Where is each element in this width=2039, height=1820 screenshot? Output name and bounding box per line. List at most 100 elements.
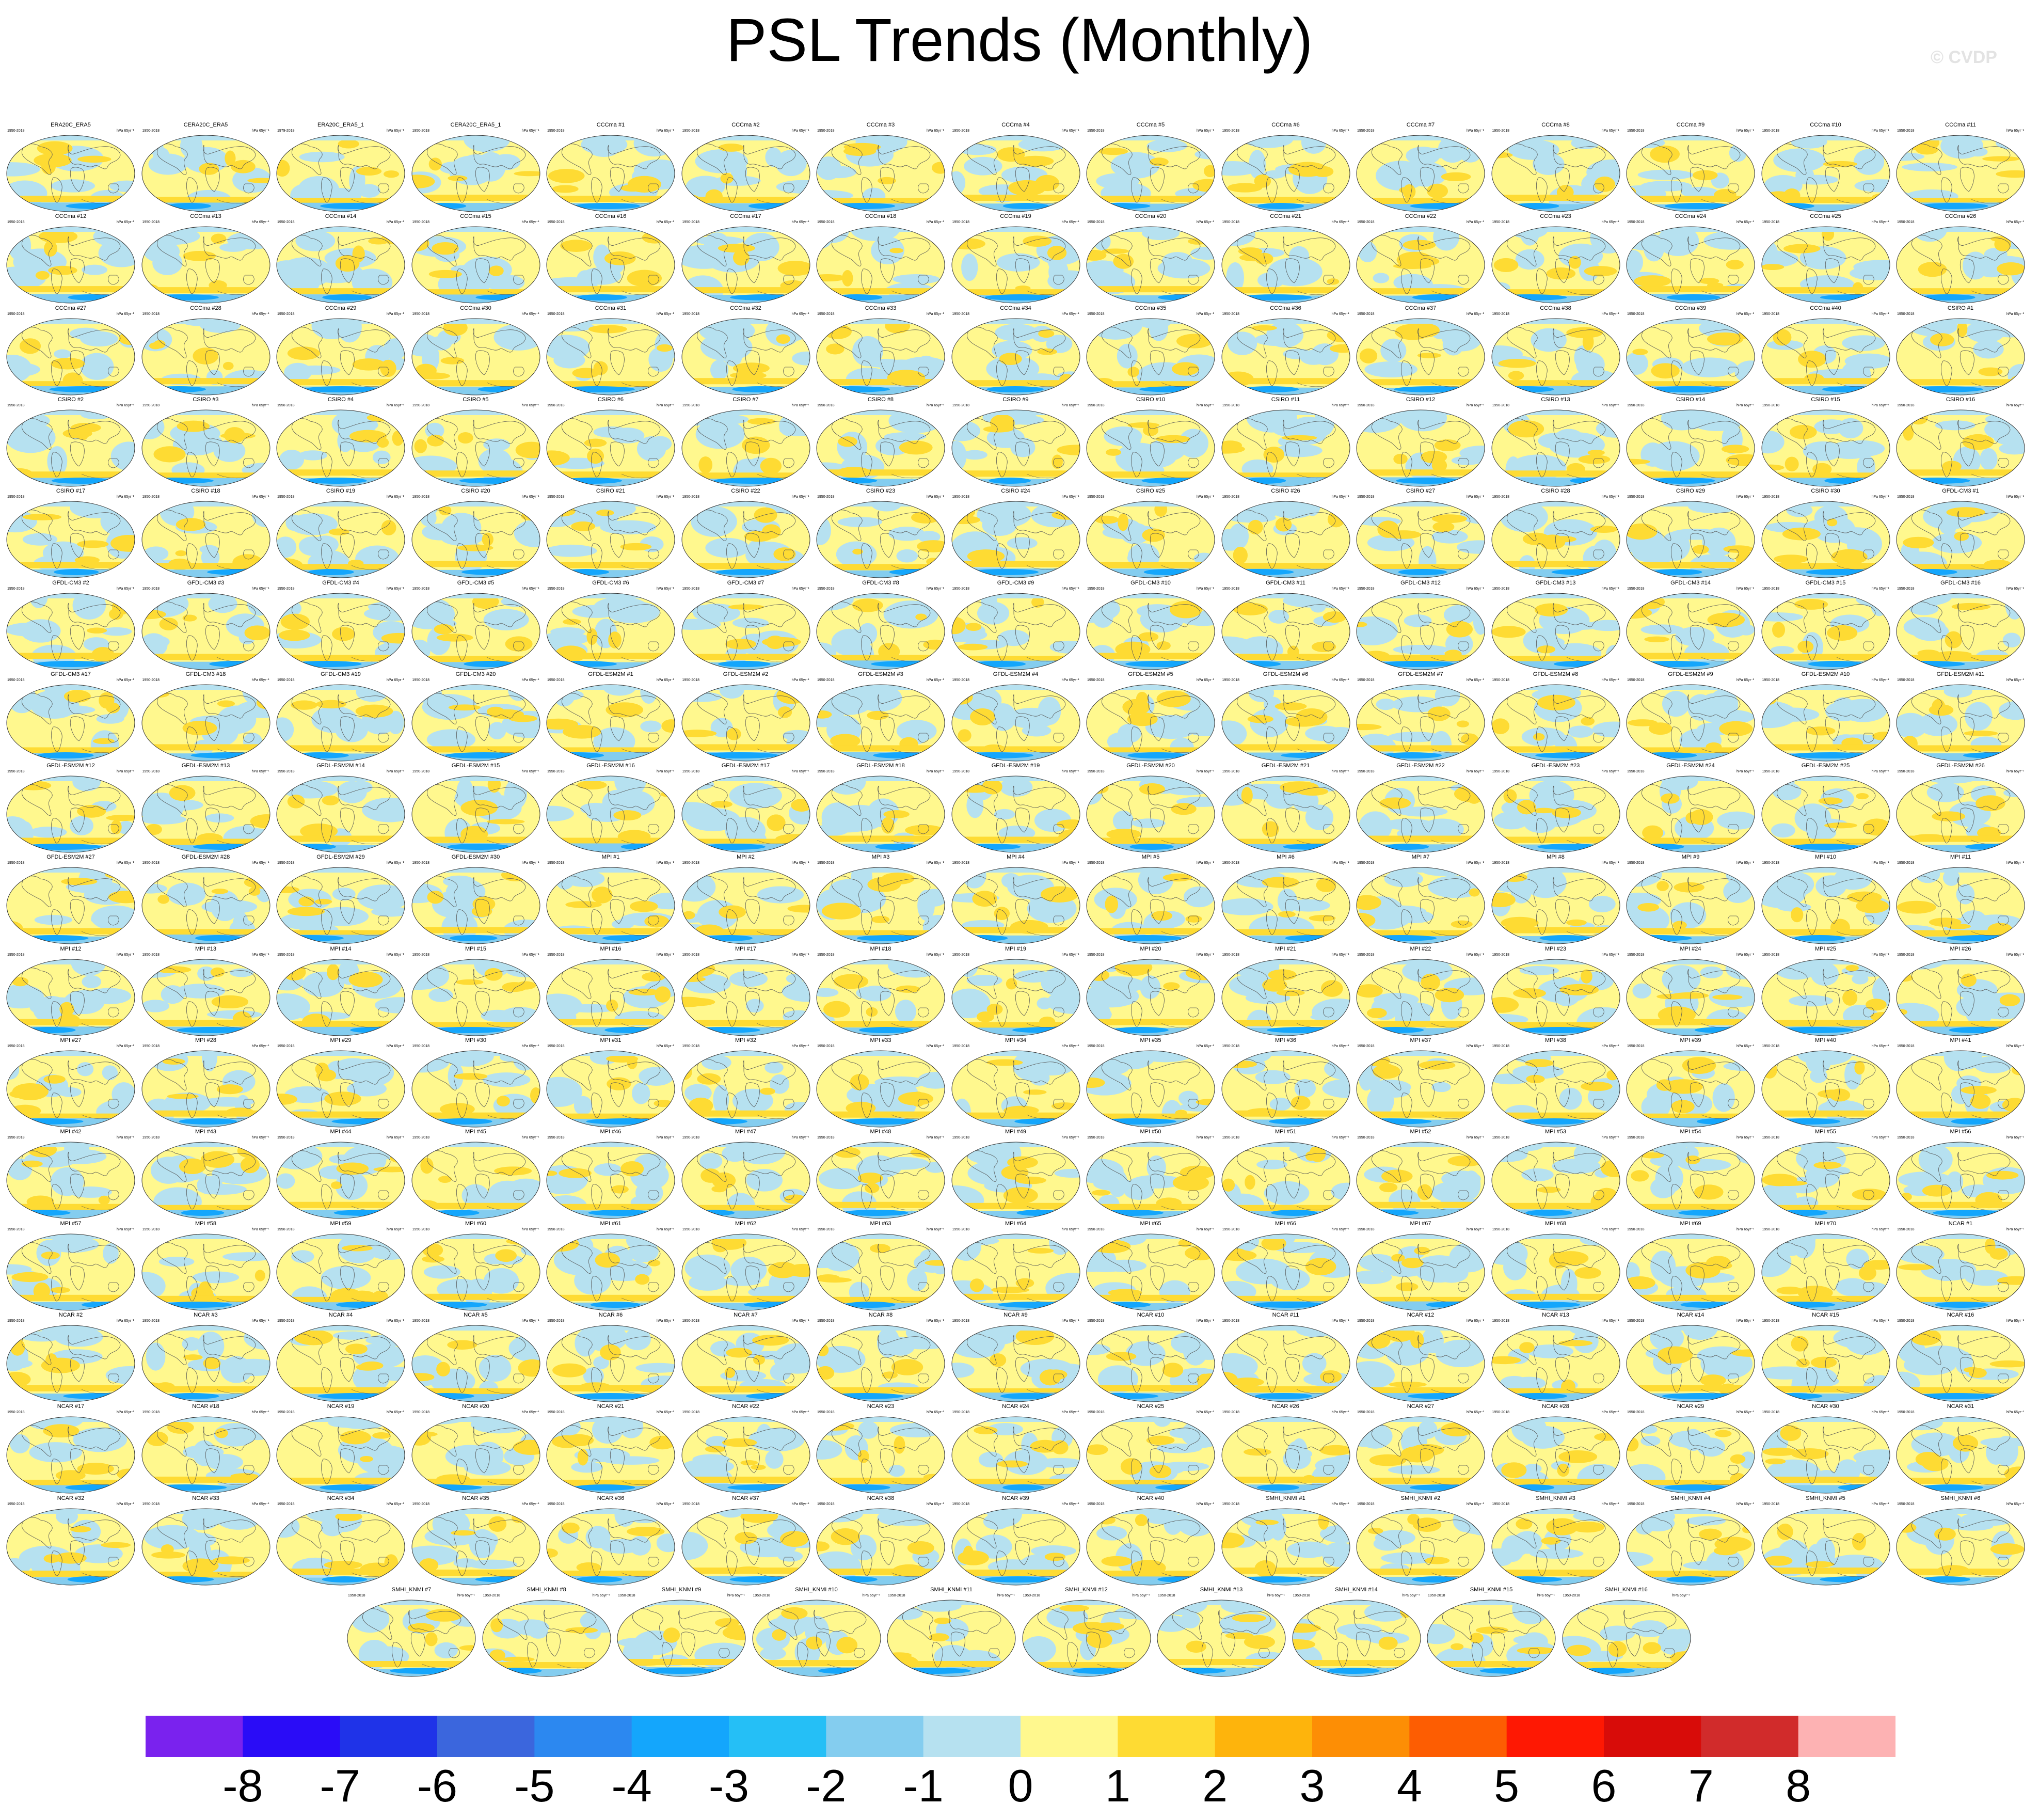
panel-title: CSIRO #1 [1947,305,1974,311]
world-map [1086,776,1215,853]
panel-years: 1950-2018 [682,1411,699,1415]
panel-units: hPa 65yr⁻¹ [1871,861,1889,865]
map-panel: MPI #50 1950-2018 hPa 65yr⁻¹ [1084,1129,1217,1222]
panel-title: CSIRO #3 [193,396,219,403]
world-map [1491,867,1620,944]
panel-years: 1950-2018 [7,1044,25,1048]
panel-years: 1950-2018 [1357,1136,1375,1140]
panel-title: GFDL-CM3 #18 [185,671,226,677]
panel-units: hPa 65yr⁻¹ [1736,312,1754,316]
panel-years: 1950-2018 [1492,403,1509,407]
map-panel: GFDL-ESM2M #19 1950-2018 hPa 65yr⁻¹ [949,763,1082,856]
colorbar-tick-label: 3 [1299,1760,1325,1811]
panel-title: CCCma #38 [1540,305,1571,311]
world-map [411,318,540,395]
panel-title: MPI #58 [195,1220,216,1227]
world-map [411,1325,540,1402]
panel-title: SMHI_KNMI #16 [1605,1586,1648,1593]
panel-years: 1950-2018 [1762,953,1779,957]
panel-units: hPa 65yr⁻¹ [386,770,404,774]
panel-title: CSIRO #25 [1136,488,1166,495]
panel-units: hPa 65yr⁻¹ [1466,1319,1484,1323]
panel-title: NCAR #23 [867,1403,895,1410]
world-map [1626,593,1755,670]
world-map [1356,867,1485,944]
world-map [6,1142,135,1219]
panel-years: 1950-2018 [1492,678,1509,682]
panel-years: 1950-2018 [952,312,969,316]
panel-years: 1950-2018 [1087,587,1105,591]
panel-title: NCAR #6 [598,1311,623,1318]
map-panel: GFDL-CM3 #3 1950-2018 hPa 65yr⁻¹ [139,580,273,673]
panel-units: hPa 65yr⁻¹ [251,1136,269,1140]
panel-title: CSIRO #8 [867,396,894,403]
world-map [276,1416,405,1494]
panel-units: hPa 65yr⁻¹ [116,1502,134,1506]
map-panel: MPI #49 1950-2018 hPa 65yr⁻¹ [949,1129,1082,1222]
panel-title: NCAR #22 [732,1403,759,1410]
world-map [1491,593,1620,670]
panel-units: hPa 65yr⁻¹ [1132,1593,1150,1597]
panel-units: hPa 65yr⁻¹ [1331,1227,1349,1231]
panel-years: 1950-2018 [277,1044,295,1048]
panel-title: NCAR #35 [462,1495,489,1501]
panel-years: 1950-2018 [7,953,25,957]
map-panel: MPI #69 1950-2018 hPa 65yr⁻¹ [1624,1221,1757,1313]
panel-years: 1950-2018 [952,1227,969,1231]
world-map [1562,1600,1691,1677]
panel-title: CCCma #31 [595,305,627,311]
panel-units: hPa 65yr⁻¹ [656,220,674,225]
panel-units: hPa 65yr⁻¹ [1331,220,1349,225]
panel-years: 1950-2018 [1897,861,1915,865]
panel-title: MPI #17 [735,945,756,952]
panel-units: hPa 65yr⁻¹ [1061,220,1079,225]
map-panel: CCCma #28 1950-2018 hPa 65yr⁻¹ [139,305,273,398]
panel-units: hPa 65yr⁻¹ [1061,678,1079,682]
panel-title: GFDL-CM3 #4 [322,579,359,586]
world-map [1491,501,1620,578]
world-map [1761,135,1890,212]
panel-years: 1950-2018 [888,1593,905,1597]
panel-title: MPI #69 [1680,1220,1701,1227]
panel-units: hPa 65yr⁻¹ [1331,312,1349,316]
panel-units: hPa 65yr⁻¹ [791,129,809,133]
panel-units: hPa 65yr⁻¹ [656,1227,674,1231]
panel-units: hPa 65yr⁻¹ [1196,861,1214,865]
map-panel: CCCma #5 1950-2018 hPa 65yr⁻¹ [1084,122,1217,215]
panel-years: 1950-2018 [1357,770,1375,774]
panel-units: hPa 65yr⁻¹ [656,495,674,499]
panel-units: hPa 65yr⁻¹ [251,861,269,865]
panel-units: hPa 65yr⁻¹ [521,495,539,499]
panel-title: CSIRO #14 [1676,396,1706,403]
world-map [816,1050,945,1128]
panel-title: GFDL-ESM2M #13 [181,763,230,769]
colorbar-box [826,1716,924,1757]
panel-title: SMHI_KNMI #12 [1065,1586,1108,1593]
world-map [1761,1325,1890,1402]
panel-units: hPa 65yr⁻¹ [926,1227,944,1231]
panel-title: NCAR #28 [1542,1403,1569,1410]
map-panel: GFDL-CM3 #17 1950-2018 hPa 65yr⁻¹ [4,671,137,764]
world-map [816,226,945,304]
panel-years: 1950-2018 [1357,1319,1375,1323]
world-map [546,1142,675,1219]
map-panel: SMHI_KNMI #12 1950-2018 hPa 65yr⁻¹ [1020,1587,1153,1680]
panel-years: 1950-2018 [1627,587,1645,591]
panel-years: 1950-2018 [952,1136,969,1140]
world-map [141,135,270,212]
map-panel: NCAR #26 1950-2018 hPa 65yr⁻¹ [1219,1403,1352,1496]
panel-title: MPI #31 [600,1037,622,1043]
world-map [6,1233,135,1311]
panel-units: hPa 65yr⁻¹ [116,312,134,316]
map-panel: NCAR #9 1950-2018 hPa 65yr⁻¹ [949,1312,1082,1405]
map-panel: MPI #35 1950-2018 hPa 65yr⁻¹ [1084,1037,1217,1130]
panel-years: 1950-2018 [1357,587,1375,591]
world-map [411,1142,540,1219]
world-map [141,501,270,578]
panel-title: GFDL-CM3 #3 [187,579,225,586]
panel-units: hPa 65yr⁻¹ [1537,1593,1555,1597]
world-map [951,776,1080,853]
panel-title: NCAR #26 [1272,1403,1299,1410]
world-map [1491,226,1620,304]
panel-years: 1950-2018 [1897,1044,1915,1048]
